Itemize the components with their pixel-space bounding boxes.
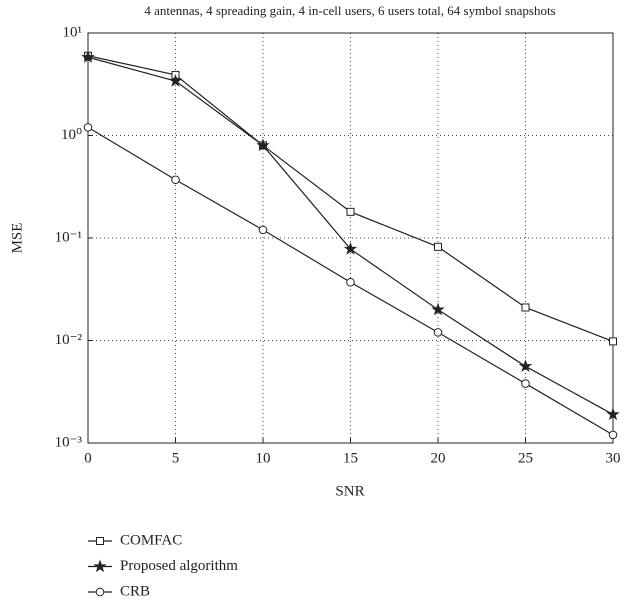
marker [256, 138, 270, 152]
x-tick-label: 10 [256, 450, 271, 466]
series-line [87, 56, 614, 415]
marker [168, 73, 183, 87]
y-tick-label: 10¹ [63, 24, 83, 40]
marker [609, 337, 617, 346]
marker [81, 50, 95, 63]
marker [606, 407, 620, 421]
marker [521, 379, 530, 388]
x-tick-label: 5 [172, 450, 180, 466]
chart-title: 4 antennas, 4 spreading gain, 4 in-cell … [144, 3, 555, 18]
marker [346, 277, 355, 287]
y-tick-label: 10⁻² [55, 332, 83, 348]
marker [521, 303, 530, 312]
x-tick-label: 20 [431, 450, 446, 466]
marker [258, 225, 268, 235]
x-tick-label: 30 [606, 450, 621, 466]
marker [518, 359, 533, 372]
series-line [87, 55, 614, 342]
x-tick-label: 15 [343, 450, 358, 466]
marker [433, 328, 443, 337]
marker [431, 302, 445, 316]
marker [95, 587, 105, 597]
marker [96, 537, 104, 545]
x-tick-label: 0 [84, 450, 92, 466]
marker [608, 430, 618, 440]
y-tick-label: 10⁻³ [55, 434, 83, 450]
legend-label: Proposed algorithm [120, 558, 238, 574]
marker [434, 242, 442, 251]
x-tick-label: 25 [518, 450, 533, 466]
x-axis-label: SNR [335, 483, 364, 499]
y-tick-label: 10⁰ [61, 127, 82, 143]
marker [346, 207, 355, 216]
y-axis-label: MSE [9, 223, 25, 254]
marker [171, 175, 180, 185]
marker [93, 559, 107, 573]
marker [83, 123, 93, 132]
marker [343, 242, 358, 255]
plot-frame [87, 32, 614, 444]
legend-label: CRB [120, 583, 150, 599]
legend-label: COMFAC [120, 532, 182, 548]
y-tick-label: 10⁻¹ [55, 229, 82, 245]
